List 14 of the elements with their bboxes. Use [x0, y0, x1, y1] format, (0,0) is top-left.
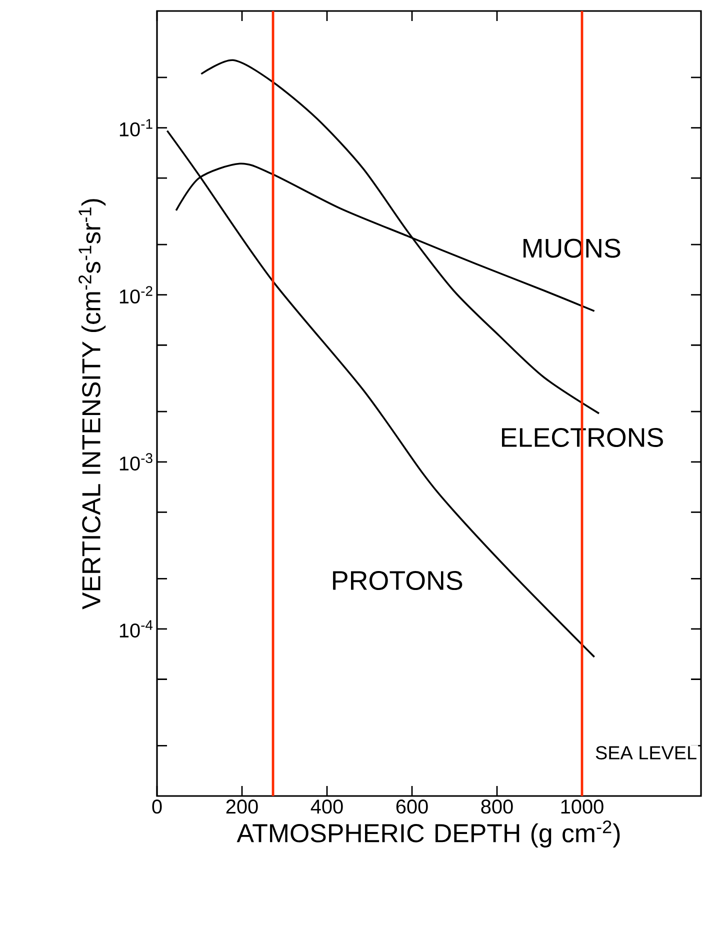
y-tick-label: 10$^{-2}$ [120, 286, 152, 304]
x-tick-label: 1000 [561, 800, 604, 814]
y-tick-label: 10$^{-3}$ [120, 453, 152, 471]
x-tick-label: 400 [310, 800, 343, 814]
series-label: PROTONS [333, 570, 462, 590]
x-axis-title: ATMOSPHERIC DEPTH (g cm$^{-2}$) [236, 820, 620, 848]
x-tick-label: 600 [396, 800, 428, 814]
y-tick-label: 10$^{-1}$ [120, 119, 152, 136]
y-tick-label: 10$^{-4}$ [120, 620, 153, 638]
annotation: SEA LEVEL [596, 746, 696, 760]
x-tick-label: 200 [226, 800, 258, 814]
x-tick-label: 0 [152, 800, 162, 814]
y-axis-title: VERTICAL INTENSITY (cm$^{-2}$s$^{-1}$sr$^{-1}$) [78, 199, 106, 610]
x-tick-label: 800 [481, 800, 513, 814]
